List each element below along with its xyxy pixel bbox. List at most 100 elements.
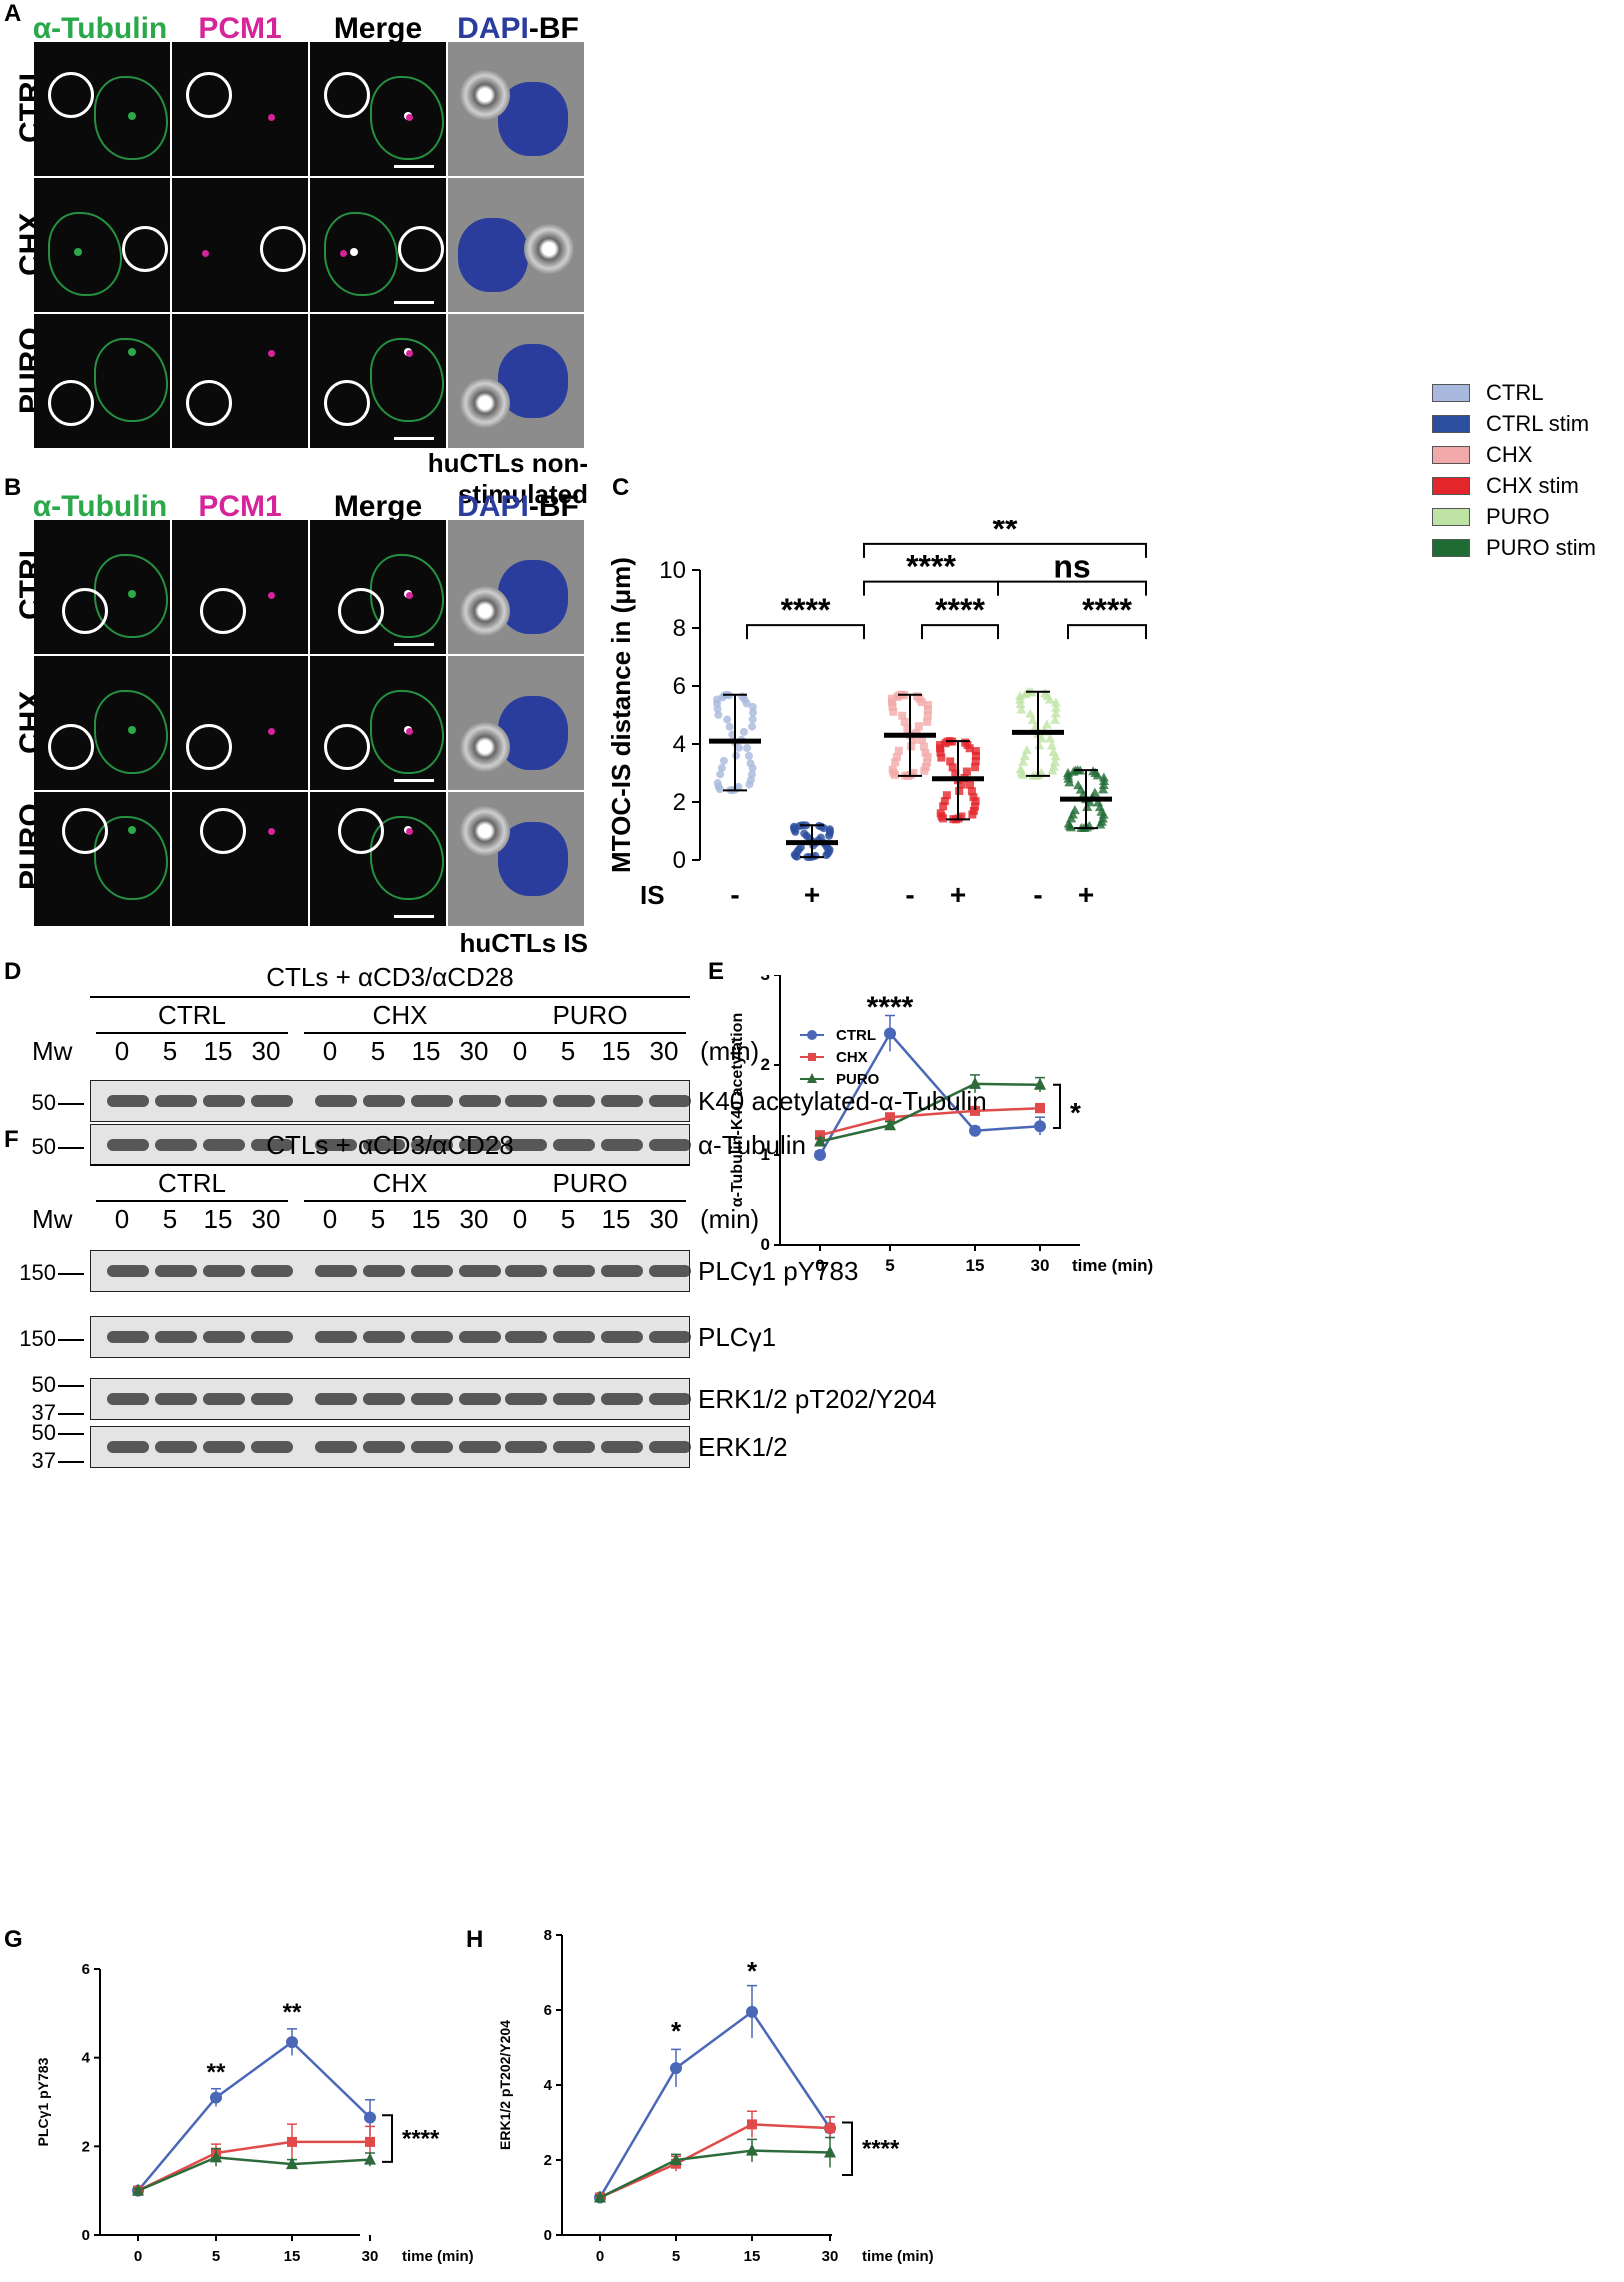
cell-outline <box>324 212 398 296</box>
pcm1-dot <box>340 250 347 257</box>
data-point <box>1065 822 1076 832</box>
data-point <box>364 2152 376 2165</box>
bead-circle <box>338 588 384 634</box>
micrograph-merge-chx <box>310 656 446 790</box>
lane-time-label: 30 <box>649 1036 679 1066</box>
blot-band <box>649 1095 691 1107</box>
micrograph-dapi-bf-ctrl <box>448 520 584 654</box>
x-axis-label: time (min) <box>1072 1256 1153 1275</box>
blot-band <box>553 1265 595 1277</box>
legend-item: CTRL stim <box>1430 411 1620 436</box>
lane-time-label: 0 <box>512 1036 528 1066</box>
blot-band <box>649 1139 691 1151</box>
annotation-significance: ** <box>207 2059 226 2086</box>
blot-title: CTLs + αCD3/αCD28 <box>266 1130 514 1160</box>
y-tick-label: 8 <box>544 1927 552 1944</box>
panel-label-a: A <box>4 0 22 27</box>
legend-swatch <box>1432 384 1470 402</box>
cell-outline <box>94 338 168 422</box>
x-tick-label: 15 <box>966 1256 985 1275</box>
mw-tick <box>58 1147 84 1149</box>
data-point <box>957 812 966 821</box>
blot-band <box>107 1441 149 1453</box>
panel-label-b: B <box>4 474 22 501</box>
micrograph-merge-chx <box>310 178 446 312</box>
bead-circle <box>48 72 94 118</box>
data-point <box>1016 704 1027 714</box>
data-point <box>1093 797 1104 807</box>
legend-label: CTRL <box>836 1027 876 1044</box>
band-label: PLCγ1 pY783 <box>698 1256 859 1286</box>
micrograph-merge-puro <box>310 792 446 926</box>
blot-band <box>155 1095 197 1107</box>
blot-group-line <box>304 1032 496 1034</box>
blot-band <box>315 1441 357 1453</box>
sig-bracket-puro <box>1067 624 1147 640</box>
nucleus <box>498 696 568 770</box>
legend-marker <box>807 1030 817 1040</box>
y-tick-label: 2 <box>673 789 686 816</box>
blot-band <box>601 1331 643 1343</box>
x-tick-label: 5 <box>885 1256 894 1275</box>
sig-bracket-ctrl <box>746 624 865 640</box>
data-point <box>594 2190 606 2203</box>
lane-time-label: 5 <box>370 1204 386 1234</box>
y-tick-label: 4 <box>82 2050 91 2067</box>
mw-label: Mw <box>32 1204 73 1234</box>
legend-swatch <box>1432 539 1470 557</box>
legend-swatch <box>1432 477 1470 495</box>
x-tick-label: 30 <box>822 2248 839 2265</box>
header-pcm1-b: PCM1 <box>198 490 282 523</box>
sig-bracket-chxstim-purostim-label: ns <box>1053 549 1090 585</box>
centrosome-dot <box>74 248 82 256</box>
y-tick-label: 2 <box>544 2152 552 2169</box>
data-point <box>744 751 753 760</box>
lane-time-label: 15 <box>203 1204 233 1234</box>
y-axis-label: ERK1/2 pT202/Y204 <box>497 2020 513 2150</box>
lane-time-label: 15 <box>411 1204 441 1234</box>
blot-group-line <box>304 1200 496 1202</box>
lane-time-label: 5 <box>560 1036 576 1066</box>
data-point <box>814 1149 826 1161</box>
data-point <box>715 785 724 794</box>
x-category-label: - <box>1033 879 1042 910</box>
lane-time-label: 5 <box>162 1036 178 1066</box>
bead-circle <box>62 808 108 854</box>
centrosome-dot <box>128 826 136 834</box>
data-point <box>923 753 932 762</box>
data-point <box>732 751 741 760</box>
sig-bracket <box>842 2121 853 2176</box>
y-tick-label: 0 <box>82 2227 90 2244</box>
blot-band <box>107 1265 149 1277</box>
data-point <box>946 757 955 766</box>
data-point <box>1073 780 1084 790</box>
cell-outline <box>370 690 444 774</box>
blot-band <box>203 1095 245 1107</box>
blot-band <box>553 1331 595 1343</box>
data-point <box>971 763 980 772</box>
blot-band <box>251 1331 293 1343</box>
data-point <box>670 2062 682 2075</box>
data-point <box>1066 813 1077 823</box>
annotation-significance: ** <box>283 1999 302 2026</box>
y-tick-label: 2 <box>82 2138 90 2155</box>
panel-label-g: G <box>4 1926 23 1953</box>
blot-band <box>155 1441 197 1453</box>
data-point <box>1044 694 1055 704</box>
micrograph-pcm1-ctrl <box>172 520 308 654</box>
data-point <box>937 753 946 762</box>
data-point <box>364 2111 376 2124</box>
y-tick-label: 8 <box>673 615 686 642</box>
blot-band <box>363 1441 405 1453</box>
x-category-label: + <box>804 879 820 910</box>
data-point <box>1019 751 1030 761</box>
y-tick-label: 10 <box>659 557 686 584</box>
scale-bar <box>394 301 434 304</box>
pcm1-dot <box>268 350 275 357</box>
pcm1-dot <box>406 114 413 121</box>
centrosome-dot <box>128 348 136 356</box>
blot-band <box>251 1393 293 1405</box>
legend-label: CHX <box>1486 442 1533 467</box>
data-point <box>962 767 971 776</box>
